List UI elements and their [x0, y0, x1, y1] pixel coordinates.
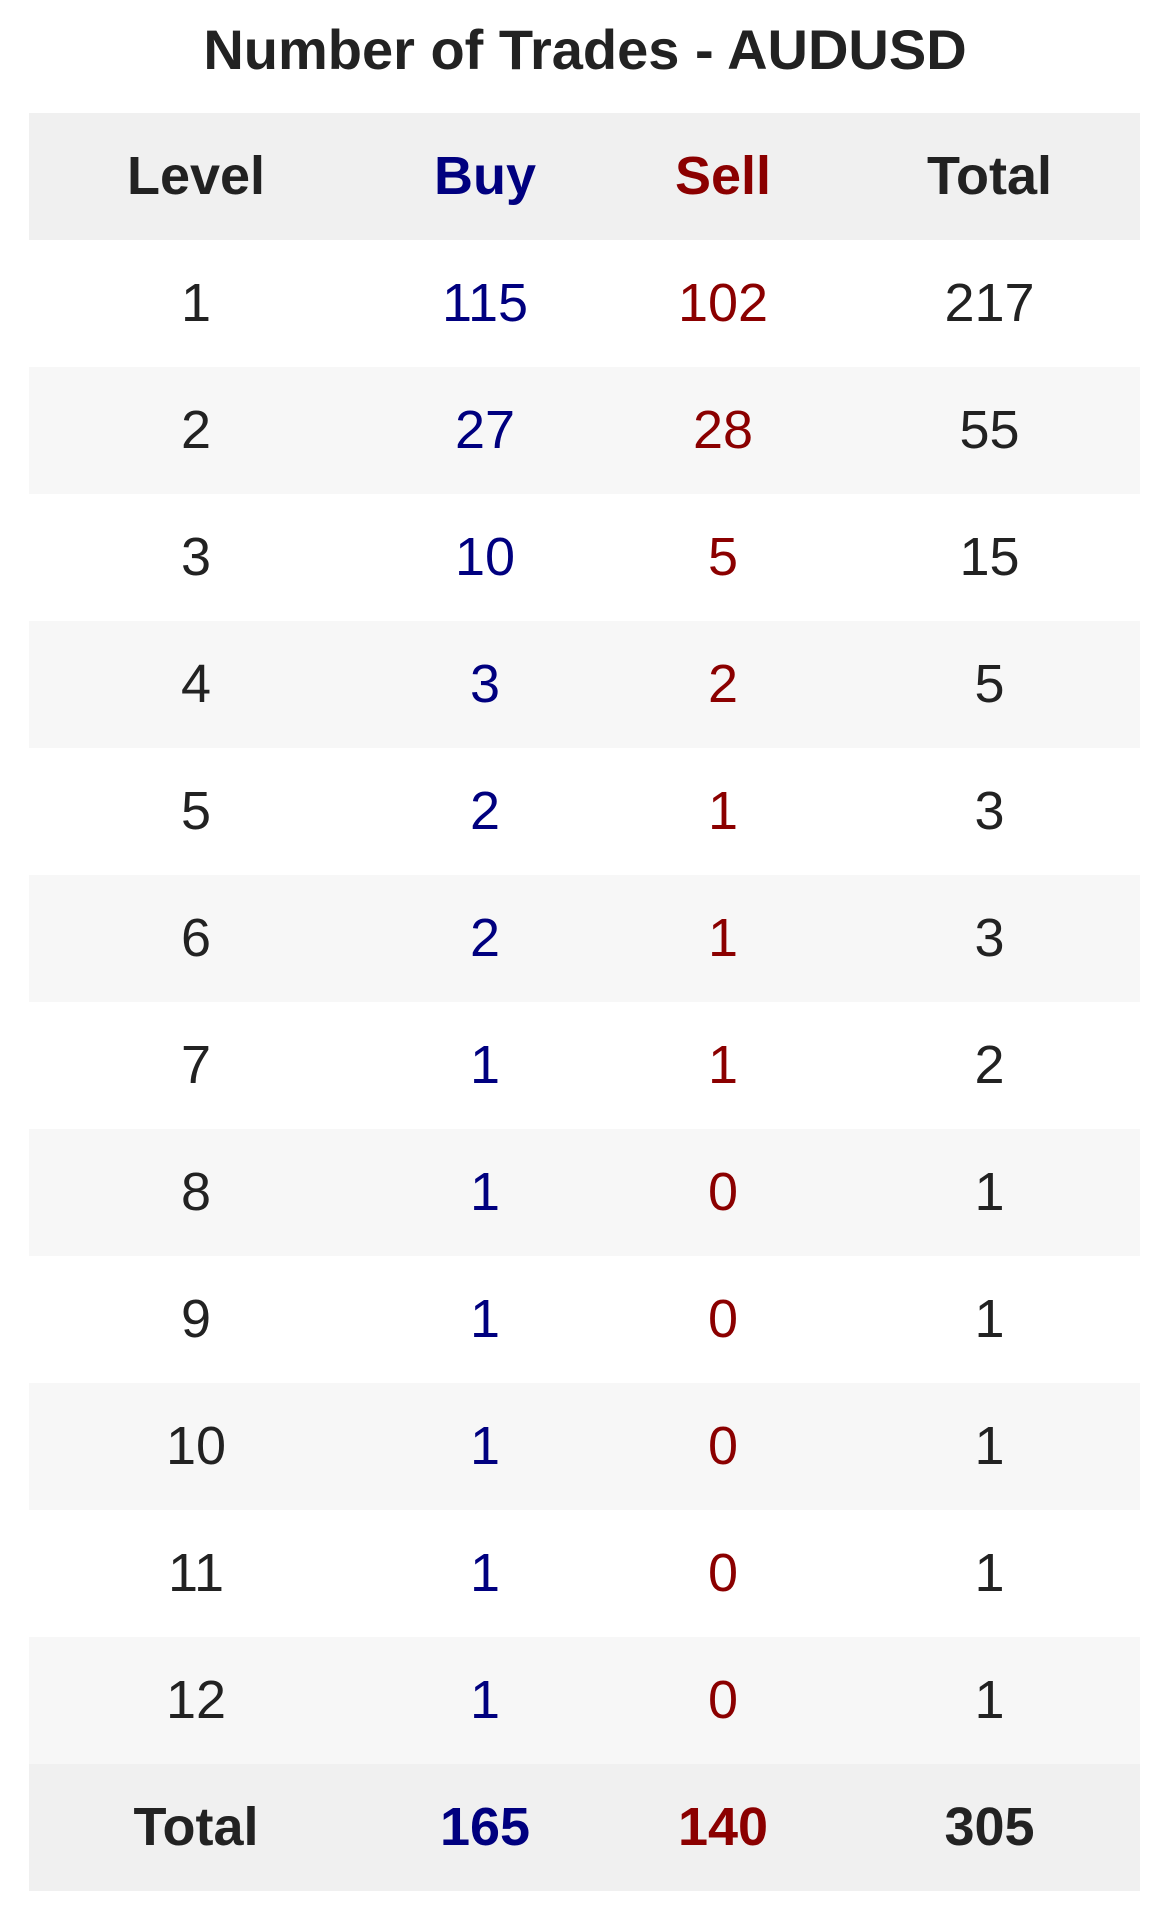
column-header-level: Level [126, 146, 266, 206]
level-cell: 4 [180, 654, 212, 714]
sell-cell: 5 [707, 527, 739, 587]
table-row: 8 1 0 1 [29, 1129, 1140, 1256]
level-cell: 5 [180, 781, 212, 841]
table-header-row: Level Buy Sell Total [29, 113, 1140, 240]
table-row: 1 115 102 217 [29, 240, 1140, 367]
level-cell: 9 [180, 1289, 212, 1349]
sell-cell: 1 [707, 781, 739, 841]
sell-cell: 1 [707, 1035, 739, 1095]
table-footer-row: Total 165 140 305 [29, 1764, 1140, 1891]
total-cell: 15 [959, 527, 1020, 587]
table-row: 5 2 1 3 [29, 748, 1140, 875]
table-row: 3 10 5 15 [29, 494, 1140, 621]
sell-cell: 0 [707, 1543, 739, 1603]
total-cell: 2 [974, 1035, 1005, 1095]
total-cell: 1 [974, 1543, 1005, 1603]
total-cell: 1 [974, 1416, 1005, 1476]
table-row: 10 1 0 1 [29, 1383, 1140, 1510]
level-cell: 8 [180, 1162, 212, 1222]
footer-level-label: Total [133, 1797, 259, 1857]
total-cell: 1 [974, 1289, 1005, 1349]
column-header-total: Total [927, 146, 1052, 206]
buy-cell: 2 [469, 908, 501, 968]
table-title: Number of Trades - AUDUSD [203, 18, 967, 81]
trades-table: Level Buy Sell Total 1 115 102 217 2 27 … [29, 113, 1140, 1891]
level-cell: 7 [180, 1035, 212, 1095]
sell-cell: 2 [707, 654, 739, 714]
sell-cell: 1 [707, 908, 739, 968]
level-cell: 2 [180, 400, 212, 460]
footer-buy-total: 165 [439, 1797, 531, 1857]
table-row: 2 27 28 55 [29, 367, 1140, 494]
table-row: 6 2 1 3 [29, 875, 1140, 1002]
level-cell: 1 [180, 273, 212, 333]
buy-cell: 3 [469, 654, 501, 714]
column-header-sell: Sell [674, 146, 772, 206]
buy-cell: 2 [469, 781, 501, 841]
level-cell: 6 [180, 908, 212, 968]
sell-cell: 0 [707, 1416, 739, 1476]
total-cell: 55 [959, 400, 1020, 460]
level-cell: 12 [165, 1670, 227, 1730]
sell-cell: 102 [677, 273, 769, 333]
level-cell: 10 [165, 1416, 227, 1476]
total-cell: 1 [974, 1670, 1005, 1730]
buy-cell: 1 [469, 1543, 501, 1603]
total-cell: 217 [944, 273, 1035, 333]
sell-cell: 28 [692, 400, 754, 460]
table-row: 9 1 0 1 [29, 1256, 1140, 1383]
buy-cell: 10 [454, 527, 516, 587]
table-row: 7 1 1 2 [29, 1002, 1140, 1129]
table-row: 11 1 0 1 [29, 1510, 1140, 1637]
level-cell: 11 [167, 1543, 225, 1603]
level-cell: 3 [180, 527, 212, 587]
total-cell: 1 [974, 1162, 1005, 1222]
footer-grand-total: 305 [944, 1797, 1035, 1857]
column-header-buy: Buy [433, 146, 536, 206]
total-cell: 3 [974, 908, 1005, 968]
buy-cell: 1 [469, 1162, 501, 1222]
buy-cell: 1 [469, 1670, 501, 1730]
sell-cell: 0 [707, 1162, 739, 1222]
total-cell: 5 [974, 654, 1005, 714]
buy-cell: 1 [469, 1289, 501, 1349]
table-row: 4 3 2 5 [29, 621, 1140, 748]
footer-sell-total: 140 [677, 1797, 769, 1857]
sell-cell: 0 [707, 1670, 739, 1730]
total-cell: 3 [974, 781, 1005, 841]
sell-cell: 0 [707, 1289, 739, 1349]
buy-cell: 1 [469, 1035, 501, 1095]
buy-cell: 27 [454, 400, 516, 460]
table-row: 12 1 0 1 [29, 1637, 1140, 1764]
buy-cell: 115 [441, 273, 529, 333]
buy-cell: 1 [469, 1416, 501, 1476]
